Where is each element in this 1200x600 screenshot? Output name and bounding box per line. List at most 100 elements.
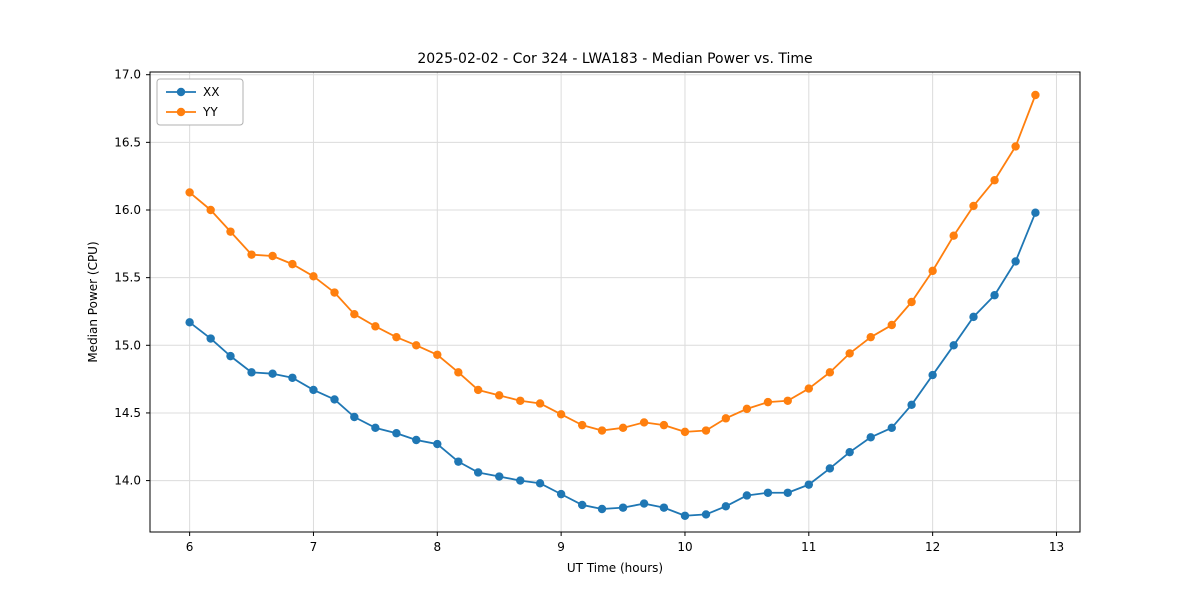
series-yy-marker	[309, 272, 318, 281]
series-xx-marker	[247, 368, 256, 377]
series-yy-marker	[907, 297, 916, 307]
series-yy-marker	[577, 420, 587, 430]
legend-label-yy: YY	[202, 105, 218, 119]
series-yy-marker	[783, 396, 792, 405]
series-xx-marker	[288, 373, 297, 382]
series-xx-marker	[845, 447, 854, 457]
series-xx-marker	[516, 476, 525, 485]
series-xx-marker	[556, 489, 566, 499]
series-xx-marker	[473, 468, 483, 477]
series-yy-marker	[618, 423, 628, 433]
y-tick-label: 14.0	[114, 474, 141, 488]
series-xx-marker	[206, 334, 215, 343]
series-yy-marker	[268, 251, 277, 261]
x-tick-label: 9	[557, 540, 565, 554]
x-axis-label: UT Time (hours)	[567, 561, 663, 575]
x-tick-label: 6	[186, 540, 194, 554]
series-yy-marker	[825, 368, 835, 377]
series-yy-marker	[556, 410, 566, 419]
series-xx-marker	[577, 500, 587, 510]
series-xx-marker	[639, 499, 649, 508]
axes-layer: 6 7 8 9 10 11 12 13 14.0 14.5 15.0 15.5 16.0 16.5 17.0	[114, 68, 1081, 554]
y-tick-label: 15.0	[114, 338, 141, 352]
series-yy-marker	[597, 426, 607, 435]
y-tick-label: 16.0	[114, 203, 141, 217]
series-xx-marker	[866, 433, 875, 442]
y-tick-label: 17.0	[114, 68, 141, 82]
series-xx-marker	[907, 400, 916, 410]
series-yy-marker	[680, 427, 690, 437]
series-yy-marker	[412, 341, 421, 350]
series-yy-marker	[495, 391, 504, 400]
x-tick-label: 11	[801, 540, 816, 554]
series-xx-marker	[535, 479, 545, 488]
series-xx-marker	[1011, 257, 1020, 266]
series-yy-marker	[804, 384, 814, 393]
series-yy-marker	[350, 309, 359, 319]
series-yy-line	[189, 94, 1037, 433]
series-yy-marker	[371, 322, 380, 331]
y-tick-label: 16.5	[114, 135, 141, 149]
x-tick-label: 8	[433, 540, 441, 554]
series-yy-marker	[949, 231, 958, 240]
series-xx-marker	[887, 423, 896, 433]
series-yy-marker	[247, 250, 256, 259]
series-yy-marker	[226, 227, 235, 236]
series-yy-marker	[969, 201, 978, 211]
chart-title: 2025-02-02 - Cor 324 - LWA183 - Median P…	[417, 51, 812, 67]
series-yy-marker	[288, 259, 297, 269]
series-yy-marker	[742, 404, 752, 414]
series-yy-marker	[392, 332, 401, 342]
series-yy-marker	[454, 368, 463, 377]
series-yy-marker	[185, 188, 194, 197]
series-xx-marker	[680, 511, 690, 520]
x-tick-label: 10	[677, 540, 692, 554]
legend-box	[156, 78, 244, 126]
series-xx-marker	[185, 318, 194, 327]
series-xx-marker	[350, 412, 359, 422]
y-tick-label: 14.5	[114, 406, 141, 420]
series-xx-marker	[1031, 208, 1040, 217]
series-xx-marker	[597, 504, 607, 514]
series-xx-marker	[742, 491, 752, 500]
x-tick-label: 12	[925, 540, 940, 554]
series-yy-marker	[433, 350, 442, 359]
x-tick-label: 13	[1049, 540, 1064, 554]
series-yy-marker	[535, 399, 545, 408]
series-yy-marker	[330, 288, 339, 297]
series-xx-marker	[226, 351, 235, 361]
series-xx-marker	[701, 510, 711, 519]
series-yy-marker	[1011, 142, 1020, 151]
series-xx-marker	[309, 385, 318, 395]
series-yy-marker	[990, 176, 999, 185]
series-yy-marker	[845, 349, 854, 358]
series-yy-marker	[473, 385, 483, 395]
series-xx-marker	[783, 488, 792, 497]
legend: XX YY	[156, 78, 244, 126]
series-yy-marker	[763, 397, 773, 407]
series-yy-marker	[1031, 90, 1040, 100]
series-xx-marker	[454, 457, 463, 466]
series-xx-marker	[371, 423, 380, 433]
series-xx-marker	[433, 439, 442, 449]
series-xx-marker	[495, 472, 504, 481]
series-xx-marker	[949, 341, 958, 350]
series-xx-marker	[392, 429, 401, 438]
series-xx-marker	[618, 503, 628, 512]
series-xx-marker	[659, 503, 669, 512]
legend-label-xx: XX	[203, 85, 219, 99]
series-yy-marker	[701, 426, 711, 435]
y-axis-label: Median Power (CPU)	[86, 241, 100, 362]
series-yy-marker	[516, 396, 525, 405]
x-tick-label: 7	[310, 540, 318, 554]
series-xx-marker	[804, 480, 814, 489]
series-yy-marker	[206, 205, 215, 215]
series-xx-marker	[721, 502, 731, 511]
series-xx-marker	[990, 291, 999, 300]
series-xx-marker	[928, 370, 937, 380]
series-xx-marker	[969, 312, 978, 322]
series-xx-marker	[330, 395, 339, 404]
series-xx-marker	[412, 435, 421, 445]
